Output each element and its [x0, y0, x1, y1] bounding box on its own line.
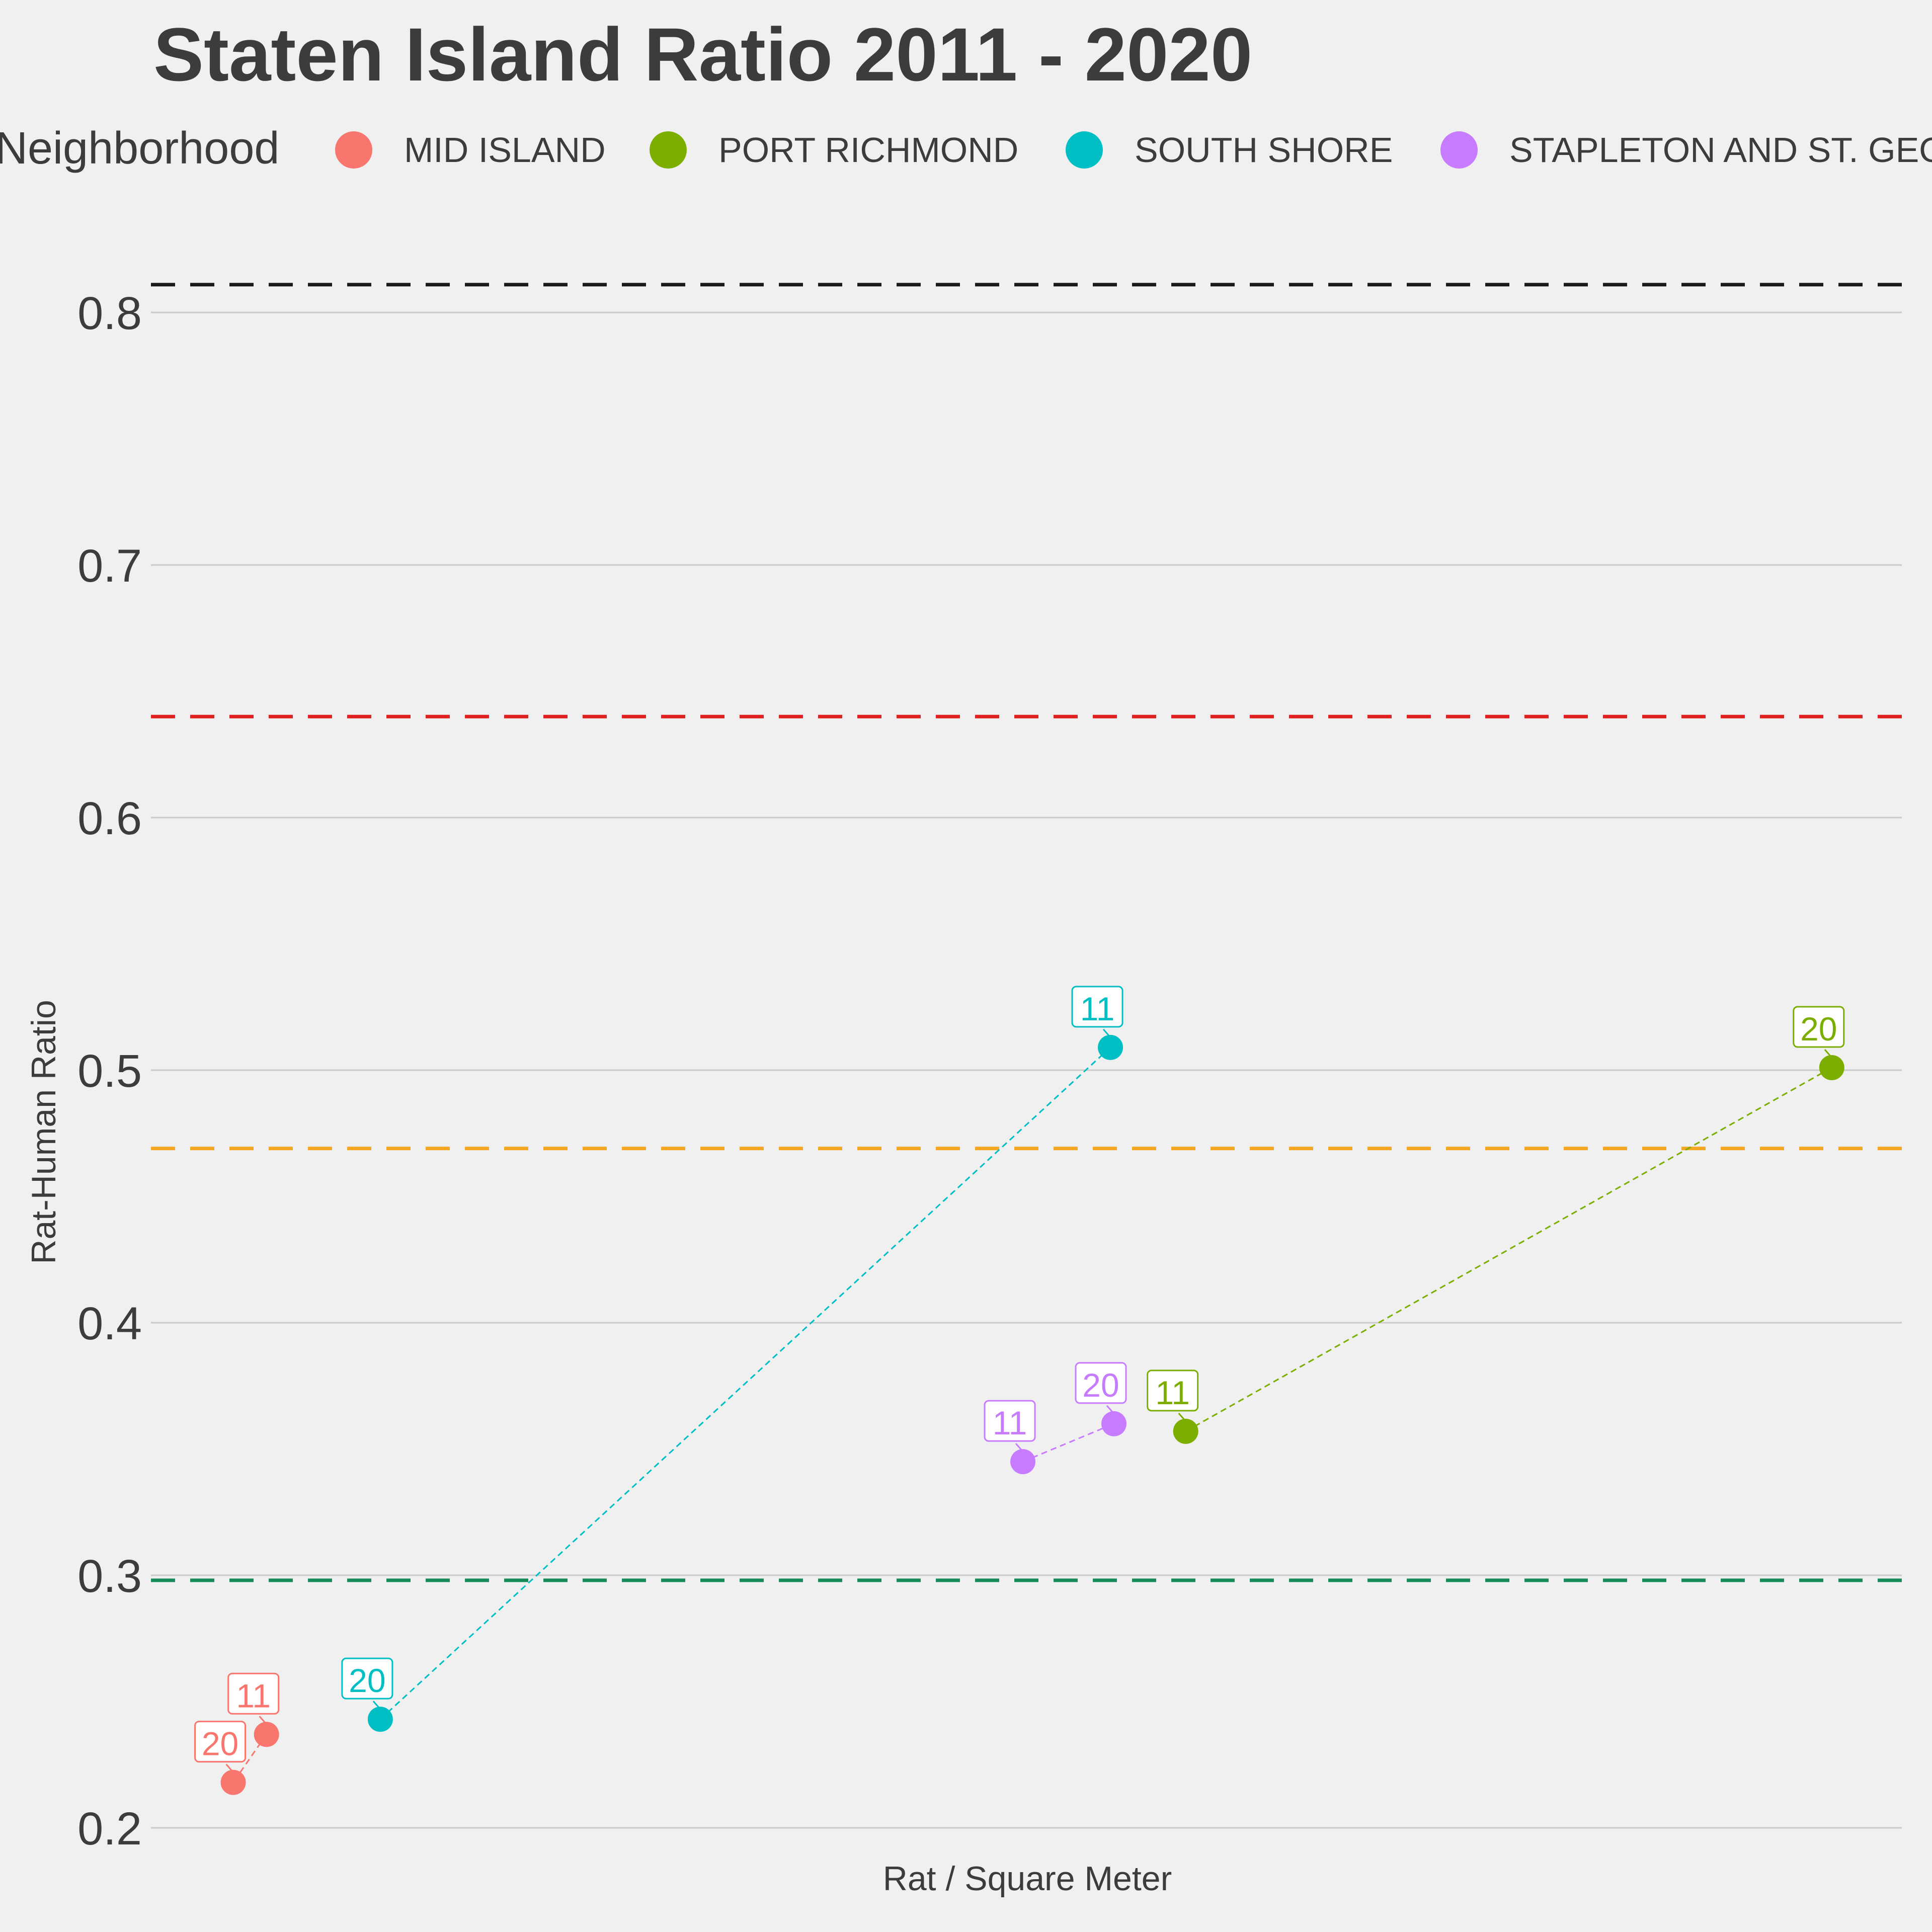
label-text: 11: [236, 1677, 271, 1714]
label-box: [227, 1672, 280, 1715]
point-port-richmond-20: [1819, 1055, 1844, 1080]
series-line-south-shore: [379, 1046, 1111, 1720]
label-text: 20: [1800, 1010, 1837, 1048]
y-axis-title: Rat-Human Ratio: [25, 1000, 63, 1264]
label-leader: [1178, 1412, 1186, 1422]
legend-key-port-richmond: [650, 131, 687, 169]
label-box: [1075, 1362, 1127, 1404]
label-leader: [1015, 1443, 1024, 1453]
point-mid-island-20: [220, 1769, 246, 1795]
data-label-mid-island-20: 20: [194, 1721, 247, 1773]
label-text: 20: [1082, 1366, 1119, 1404]
y-tick-label-0.8: 0.8: [77, 288, 142, 339]
label-text: 20: [202, 1725, 238, 1762]
label-leader: [1106, 1405, 1115, 1414]
point-port-richmond-11: [1173, 1418, 1198, 1444]
series-lines: [232, 1046, 1832, 1783]
label-leader: [225, 1763, 234, 1773]
legend-key-mid-island: [335, 131, 372, 169]
point-south-shore-20: [367, 1707, 393, 1732]
label-text: 20: [349, 1662, 385, 1699]
data-label-mid-island-11: 11: [227, 1672, 280, 1725]
data-labels: 11 20 11 20 11 20 11 20: [194, 986, 1845, 1773]
label-box: [1147, 1370, 1199, 1412]
legend-label-mid-island: MID ISLAND: [404, 130, 606, 170]
data-label-stapleton-and-st-george-11: 11: [984, 1400, 1036, 1453]
label-box: [1793, 1006, 1845, 1048]
y-tick-label-0.6: 0.6: [77, 793, 142, 844]
y-tick-label-0.3: 0.3: [77, 1551, 142, 1602]
legend-key-stapleton-and-st-george: [1440, 131, 1478, 169]
grid: [151, 311, 1902, 1829]
series-line-port-richmond: [1185, 1067, 1832, 1432]
label-text: 11: [993, 1404, 1027, 1441]
label-text: 11: [1155, 1374, 1190, 1411]
data-label-port-richmond-11: 11: [1147, 1370, 1199, 1422]
label-text: 11: [1080, 990, 1115, 1027]
legend-label-port-richmond: PORT RICHMOND: [718, 130, 1018, 170]
data-label-south-shore-11: 11: [1071, 986, 1123, 1038]
legend-label-south-shore: SOUTH SHORE: [1135, 130, 1393, 170]
y-tick-label-0.2: 0.2: [77, 1803, 142, 1855]
series-line-stapleton-and-st-george: [1022, 1423, 1114, 1463]
y-axis: 0.2 0.3 0.4 0.5 0.6 0.7 0.8: [77, 288, 142, 1855]
label-box: [1071, 986, 1123, 1028]
point-mid-island-11: [254, 1722, 279, 1747]
data-label-port-richmond-20: 20: [1793, 1006, 1845, 1058]
legend: Neighborhood MID ISLAND PORT RICHMOND SOUT…: [0, 123, 1932, 174]
label-box: [984, 1400, 1036, 1442]
y-tick-label-0.7: 0.7: [77, 540, 142, 592]
y-tick-label-0.4: 0.4: [77, 1298, 142, 1349]
data-label-stapleton-and-st-george-20: 20: [1075, 1362, 1127, 1414]
legend-title: Neighborhood: [0, 123, 279, 174]
label-box: [194, 1721, 247, 1763]
y-tick-label-0.5: 0.5: [77, 1045, 142, 1097]
reference-lines: [151, 283, 1902, 1582]
point-stapleton-and-st-george-20: [1101, 1411, 1126, 1436]
label-leader: [372, 1701, 381, 1710]
legend-label-stapleton-and-st-george: STAPLETON AND ST. GEORGE: [1509, 130, 1932, 170]
data-points: [220, 1034, 1844, 1795]
x-axis-title: Rat / Square Meter: [883, 1860, 1172, 1898]
point-south-shore-11: [1098, 1034, 1123, 1060]
legend-key-south-shore: [1066, 131, 1103, 169]
label-leader: [1102, 1028, 1111, 1038]
label-box: [341, 1657, 393, 1700]
label-leader: [1824, 1049, 1832, 1058]
point-stapleton-and-st-george-11: [1010, 1449, 1036, 1475]
label-leader: [259, 1716, 267, 1725]
data-label-south-shore-20: 20: [341, 1657, 393, 1710]
chart-title: Staten Island Ratio 2011 - 2020: [153, 12, 1252, 97]
